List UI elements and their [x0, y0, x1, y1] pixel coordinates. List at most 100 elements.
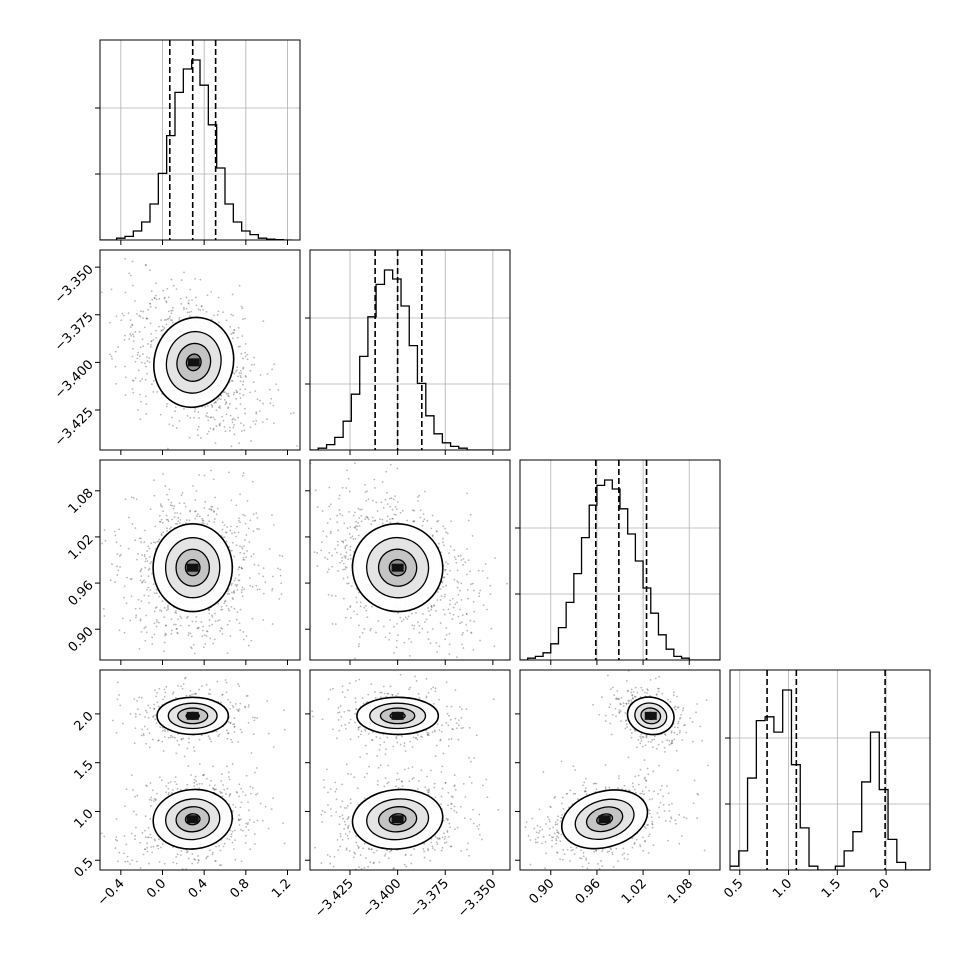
scatter-point: [337, 706, 340, 709]
scatter-point: [221, 795, 224, 798]
scatter-point: [141, 832, 144, 834]
density-peak: [391, 563, 404, 572]
scatter-point: [583, 781, 586, 784]
scatter-point: [236, 708, 238, 711]
scatter-point: [235, 703, 237, 705]
scatter-point: [155, 336, 157, 339]
scatter-point: [329, 862, 332, 865]
scatter-point: [413, 848, 415, 850]
scatter-point: [123, 596, 125, 599]
scatter-point: [168, 317, 170, 320]
scatter-point: [141, 580, 144, 583]
scatter-point: [146, 317, 149, 320]
scatter-point: [438, 645, 441, 648]
scatter-point: [388, 632, 391, 635]
scatter-point: [231, 830, 234, 833]
scatter-point: [176, 512, 179, 514]
scatter-point: [139, 346, 142, 349]
scatter-point: [188, 299, 190, 302]
scatter-point: [382, 625, 385, 628]
scatter-point: [357, 728, 360, 731]
scatter-point: [376, 754, 379, 757]
scatter-point: [215, 860, 217, 863]
scatter-point: [159, 413, 162, 416]
scatter-point: [233, 723, 236, 725]
scatter-point: [167, 520, 170, 523]
scatter-point: [156, 792, 158, 795]
scatter-point: [127, 547, 130, 550]
scatter-point: [221, 694, 224, 696]
scatter-point: [223, 602, 226, 605]
scatter-point: [198, 515, 201, 518]
scatter-point: [102, 608, 105, 610]
scatter-point: [210, 403, 213, 406]
scatter-point: [664, 819, 667, 822]
scatter-point: [137, 598, 140, 601]
scatter-point: [467, 597, 470, 600]
scatter-point: [395, 778, 398, 781]
x-tick-label: −3.350: [455, 876, 500, 921]
scatter-point: [255, 411, 258, 414]
scatter-point: [655, 748, 658, 750]
scatter-point: [392, 517, 394, 520]
scatter-point: [456, 601, 459, 604]
scatter-point: [167, 604, 169, 607]
scatter-point: [447, 804, 449, 807]
scatter-point: [325, 768, 328, 771]
panel-frame: [99, 249, 301, 451]
x-tick-label: −3.375: [407, 876, 452, 921]
scatter-point: [230, 738, 232, 741]
scatter-point: [147, 467, 149, 469]
scatter-point: [157, 325, 160, 328]
scatter-point: [283, 728, 286, 731]
scatter-point: [157, 844, 159, 847]
scatter-point: [425, 618, 428, 621]
scatter-point: [145, 365, 147, 368]
scatter-point: [221, 608, 224, 611]
scatter-point: [395, 694, 398, 697]
scatter-point: [392, 745, 395, 748]
scatter-point: [129, 863, 131, 865]
scatter-point: [636, 691, 639, 694]
scatter-point: [379, 691, 382, 694]
scatter-point: [242, 380, 245, 383]
scatter-point: [124, 365, 126, 368]
panel-frame: [99, 39, 301, 241]
scatter-point: [219, 849, 222, 852]
scatter-point: [244, 342, 247, 345]
scatter-point: [630, 699, 633, 701]
scatter-point: [459, 589, 461, 592]
scatter-point: [148, 746, 151, 749]
scatter-point: [363, 627, 366, 630]
scatter-point: [123, 662, 125, 664]
scatter-point: [477, 569, 480, 572]
scatter-point: [195, 296, 197, 299]
scatter-point: [154, 689, 156, 692]
scatter-point: [233, 433, 236, 436]
scatter-point: [205, 310, 208, 313]
scatter-point: [176, 787, 179, 790]
scatter-point: [131, 323, 134, 326]
scatter-point: [202, 522, 205, 525]
scatter-point: [625, 703, 628, 705]
scatter-point: [223, 399, 226, 401]
scatter-point: [443, 838, 446, 840]
scatter-point: [435, 744, 438, 747]
scatter-point: [231, 582, 233, 585]
scatter-point: [132, 391, 135, 394]
scatter-point: [181, 687, 184, 690]
scatter-point: [161, 843, 164, 845]
scatter-point: [306, 828, 308, 830]
y-tick-label: −3.425: [52, 405, 97, 450]
x-tick-label: 0.0: [144, 876, 169, 901]
scatter-point: [466, 548, 468, 551]
scatter-point: [404, 854, 407, 857]
scatter-point: [304, 687, 306, 689]
scatter-point: [396, 501, 399, 503]
scatter-point: [533, 827, 536, 830]
scatter-point: [380, 691, 383, 694]
scatter-point: [225, 540, 228, 543]
scatter-point: [186, 783, 189, 786]
scatter-point: [193, 692, 195, 695]
scatter-point: [236, 583, 239, 586]
